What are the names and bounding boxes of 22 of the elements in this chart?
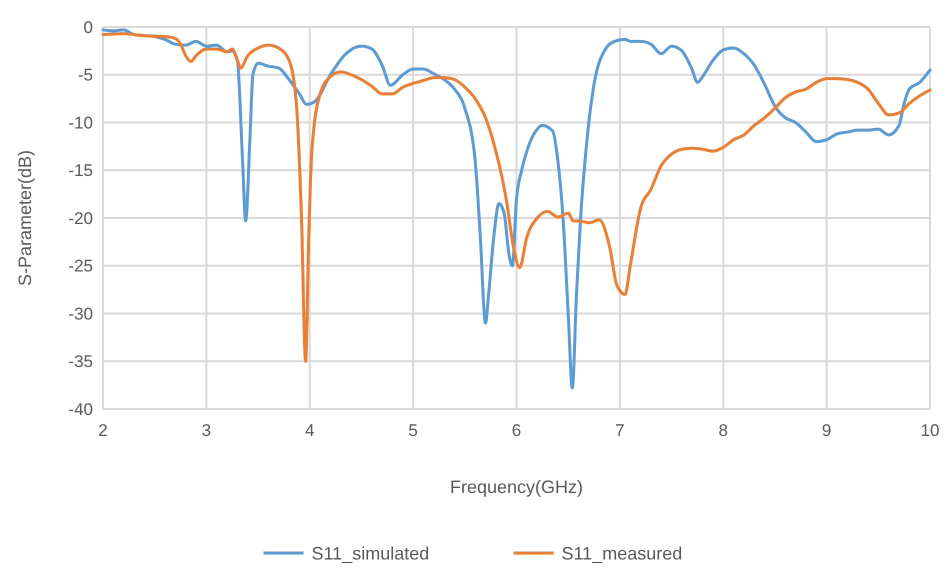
x-tick-label: 8 (718, 421, 728, 440)
x-axis-title: Frequency(GHz) (450, 477, 584, 497)
y-tick-label: -30 (68, 304, 93, 324)
y-tick-label: -40 (68, 400, 93, 419)
x-tick-label: 6 (512, 421, 522, 440)
legend-label: S11_simulated (312, 543, 430, 564)
y-tick-label: -20 (68, 208, 93, 228)
x-tick-label: 9 (822, 421, 832, 440)
y-tick-label: -5 (78, 66, 93, 85)
x-tick-label: 4 (305, 421, 314, 440)
x-tick-label: 7 (615, 421, 625, 440)
x-tick-label: 10 (920, 421, 940, 440)
y-tick-label: -25 (68, 256, 93, 276)
y-tick-label: -15 (68, 161, 93, 180)
y-tick-label: 0 (84, 18, 93, 37)
y-axis-title: S-Parameter(dB) (15, 150, 35, 286)
legend-label: S11_measured (562, 543, 682, 564)
x-tick-label: 3 (202, 421, 212, 440)
x-tick-label: 5 (408, 421, 418, 440)
y-tick-label: -35 (68, 352, 93, 372)
x-tick-label: 2 (98, 421, 108, 440)
y-tick-label: -10 (68, 113, 93, 132)
